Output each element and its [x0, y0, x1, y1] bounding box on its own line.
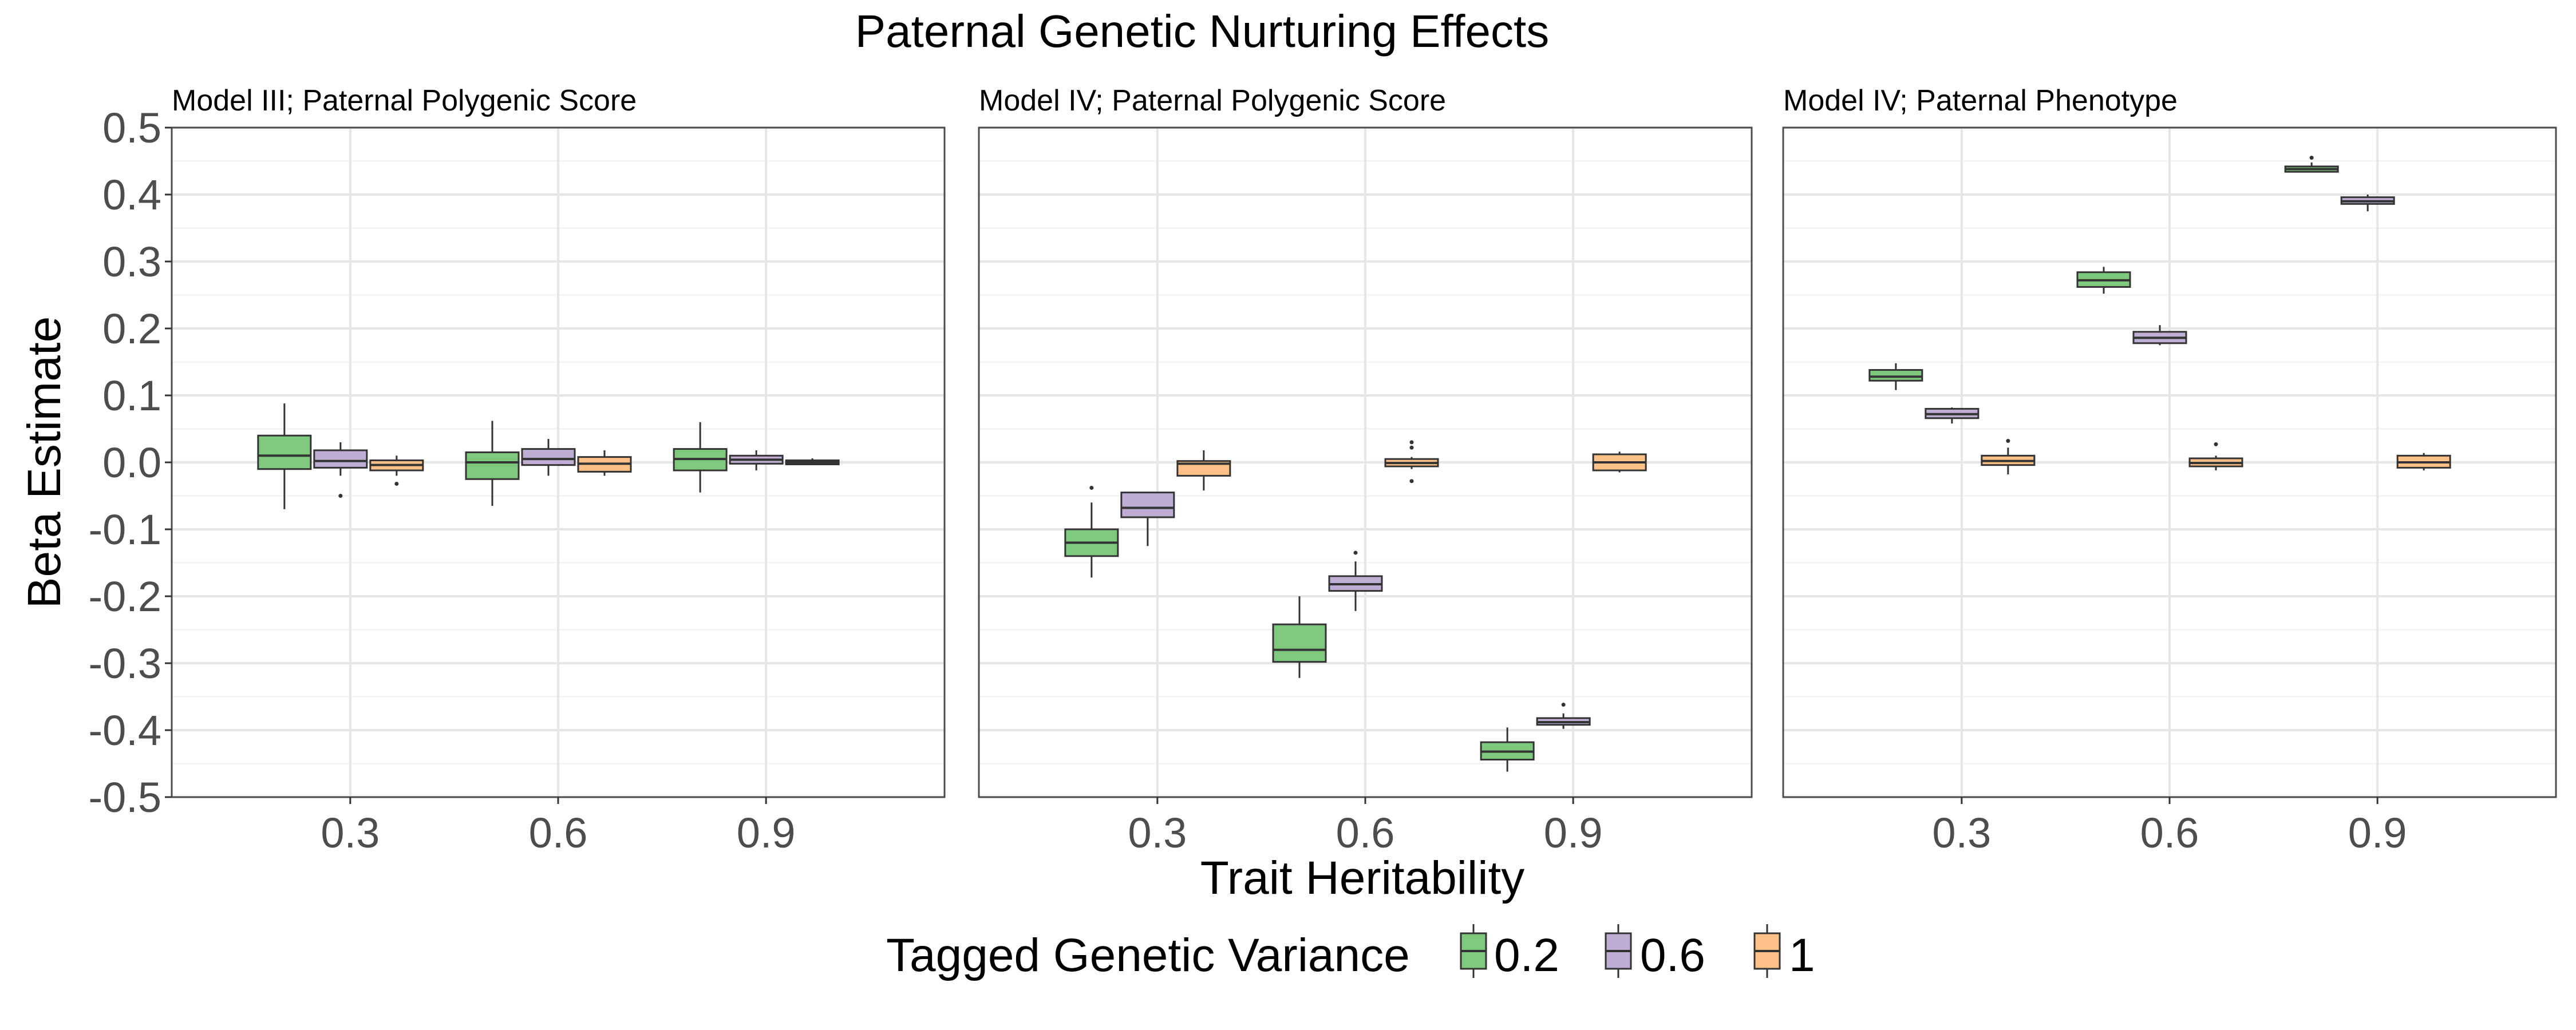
box-0.6-0.3	[313, 442, 368, 498]
box-0.6-0.6	[1328, 550, 1383, 611]
x-tick-label: 0.6	[1336, 809, 1395, 857]
box-0.6-0.3	[1120, 492, 1175, 546]
x-tick-label: 0.3	[1128, 809, 1187, 857]
box-1-0.3	[1176, 450, 1231, 491]
panel-2: Model IV; Paternal Polygenic Score 0.3 0.6…	[978, 84, 1753, 857]
box-1-0.6	[1384, 440, 1439, 484]
box-body	[465, 451, 520, 480]
y-tick-label: 0.5	[102, 104, 161, 152]
x-tick-label: 0.9	[737, 809, 796, 857]
box-1-0.9	[2396, 453, 2451, 471]
legend-title: Tagged Genetic Variance	[886, 929, 1410, 981]
box-0.2-0.6	[465, 421, 520, 506]
box-0.2-0.6	[2076, 267, 2131, 294]
box-1-0.9	[785, 458, 840, 466]
box-body	[521, 448, 576, 466]
legend-label: 0.6	[1640, 929, 1705, 981]
box-0.6-0.9	[729, 450, 784, 471]
panel-strip-label: Model III; Paternal Polygenic Score	[172, 84, 637, 117]
y-tick-label: -0.4	[88, 707, 161, 754]
outlier-point	[1409, 479, 1414, 484]
y-axis-title: Beta Estimate	[18, 316, 70, 608]
outlier-point	[1409, 440, 1414, 445]
box-body	[1868, 369, 1923, 382]
x-axis-title: Trait Heritability	[1200, 852, 1525, 904]
y-tick-label: 0.2	[102, 305, 161, 352]
box-body	[1272, 623, 1327, 663]
box-1-0.3	[1981, 439, 2036, 475]
x-tick-label: 0.6	[529, 809, 588, 857]
box-0.2-0.9	[2284, 156, 2339, 173]
panels-layer: Model III; Paternal Polygenic Score 0.3 0.…	[88, 84, 2557, 857]
y-tick-label: 0.4	[102, 171, 161, 219]
box-0.2-0.9	[1480, 727, 1535, 772]
box-body	[1120, 492, 1175, 518]
y-tick-label: 0.0	[102, 439, 161, 486]
x-tick-label: 0.9	[1544, 809, 1603, 857]
box-0.6-0.3	[1925, 407, 1980, 424]
box-1-0.9	[1592, 451, 1647, 473]
y-tick-label: 0.1	[102, 372, 161, 419]
outlier-point	[1561, 703, 1566, 707]
y-tick-label: -0.3	[88, 640, 161, 687]
box-0.6-0.6	[2132, 325, 2187, 346]
panel-1: Model III; Paternal Polygenic Score 0.3 0.…	[88, 84, 946, 857]
box-body	[257, 434, 312, 470]
legend-key-1	[1753, 924, 1781, 978]
box-0.2-0.3	[1868, 363, 1923, 390]
y-tick-label: -0.1	[88, 506, 161, 553]
box-0.6-0.9	[1536, 703, 1591, 729]
box-0.2-0.3	[1064, 485, 1119, 578]
outlier-point	[1409, 445, 1414, 450]
outlier-point	[2309, 156, 2314, 160]
panel-strip-label: Model IV; Paternal Phenotype	[1783, 84, 2178, 117]
x-tick-label: 0.6	[2140, 809, 2199, 857]
chart-title: Paternal Genetic Nurturing Effects	[855, 6, 1549, 57]
box-1-0.3	[369, 455, 424, 486]
outlier-point	[2006, 439, 2010, 443]
panel-3: Model IV; Paternal Phenotype 0.3 0.6 0.9	[1782, 84, 2557, 857]
x-tick-label: 0.9	[2348, 809, 2407, 857]
y-tick-label: -0.5	[88, 774, 161, 821]
legend-key-0.2	[1460, 924, 1487, 978]
outlier-point	[1353, 550, 1358, 555]
outlier-point	[338, 494, 343, 498]
box-1-0.6	[2188, 442, 2243, 471]
box-0.2-0.6	[1272, 596, 1327, 678]
y-tick-label: -0.2	[88, 573, 161, 620]
outlier-point	[394, 481, 399, 486]
x-tick-label: 0.3	[321, 809, 380, 857]
box-0.6-0.6	[521, 439, 576, 476]
legend-label: 0.2	[1494, 929, 1559, 981]
panel-strip-label: Model IV; Paternal Polygenic Score	[979, 84, 1446, 117]
y-tick-label: 0.3	[102, 238, 161, 286]
x-tick-label: 0.3	[1932, 809, 1991, 857]
box-0.2-0.9	[673, 422, 728, 493]
box-body	[313, 449, 368, 469]
legend-key-0.6	[1605, 924, 1632, 978]
legend-label: 1	[1789, 929, 1815, 981]
box-1-0.6	[577, 450, 632, 476]
legend: Tagged Genetic Variance 0.2 0.6 1	[886, 924, 1815, 981]
outlier-point	[2214, 442, 2218, 446]
box-0.2-0.3	[257, 403, 312, 509]
outlier-point	[1089, 485, 1094, 490]
box-0.6-0.9	[2340, 195, 2395, 212]
